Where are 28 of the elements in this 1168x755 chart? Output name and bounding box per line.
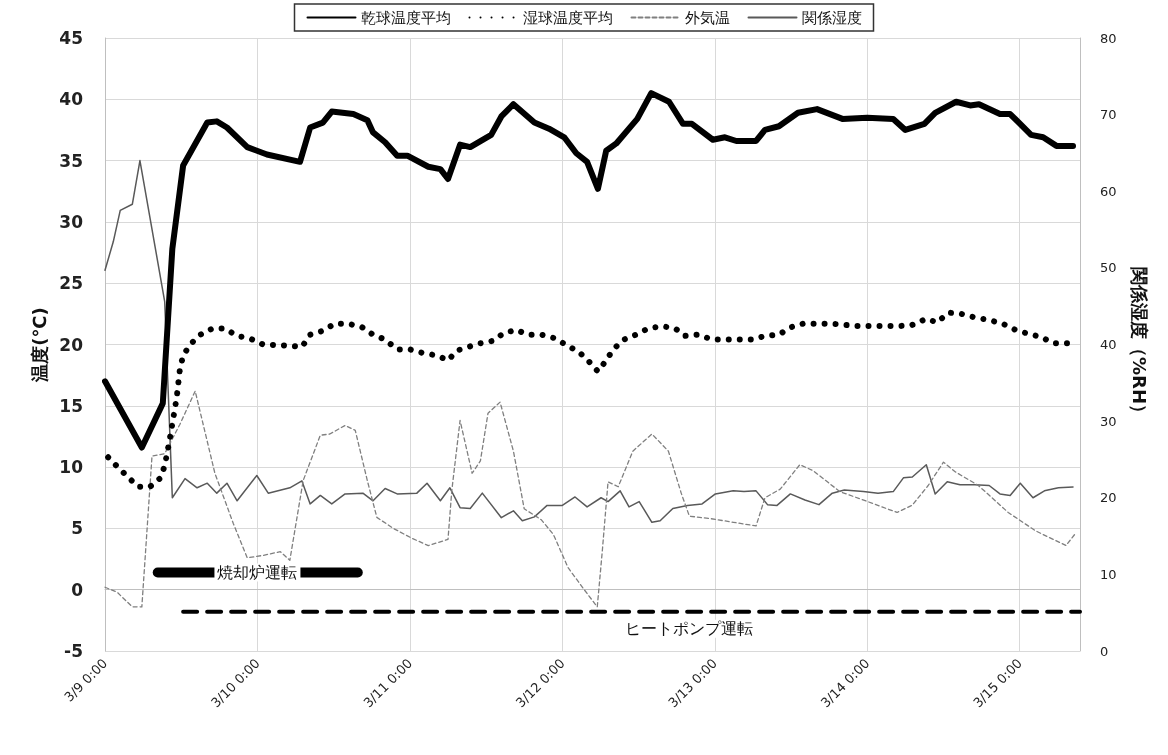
y-tick-label: 35 [59, 150, 83, 171]
y-tick-label: 10 [59, 457, 84, 478]
y-tick-label: 45 [59, 28, 83, 48]
y2-tick-label: 50 [1100, 260, 1117, 276]
y2-tick-label: 40 [1100, 337, 1117, 352]
legend-label: 湿球温度平均 [522, 8, 613, 27]
y2-tick-label: 10 [1100, 566, 1117, 582]
y-tick-label: 30 [59, 211, 84, 232]
annotation: 焼却炉運転 [217, 563, 298, 583]
y-tick-label: 20 [59, 334, 84, 355]
annotation: ヒートポンプ運転 [625, 619, 754, 639]
y2-tick-label: 30 [1100, 413, 1117, 429]
y-tick-label: 5 [71, 518, 83, 539]
y2-tick-label: 60 [1100, 183, 1117, 199]
legend-label: 関係湿度 [801, 8, 862, 27]
y-tick-label: 40 [59, 89, 84, 110]
y2-tick-label: 80 [1100, 30, 1117, 46]
legend-label: 外気温 [684, 8, 730, 27]
y2-axis-title: 関係湿度（%RH） [1128, 267, 1150, 422]
y-tick-label: -5 [64, 641, 83, 661]
y-tick-label: 25 [59, 273, 83, 294]
y2-tick-label: 20 [1100, 490, 1117, 506]
y2-tick-label: 0 [1100, 643, 1109, 659]
y-axis-title: 温度(℃) [28, 307, 50, 383]
y-tick-label: 15 [59, 395, 83, 416]
legend-label: 乾球温度平均 [360, 8, 451, 27]
y-tick-label: 0 [71, 579, 84, 600]
y2-tick-label: 70 [1100, 107, 1117, 123]
